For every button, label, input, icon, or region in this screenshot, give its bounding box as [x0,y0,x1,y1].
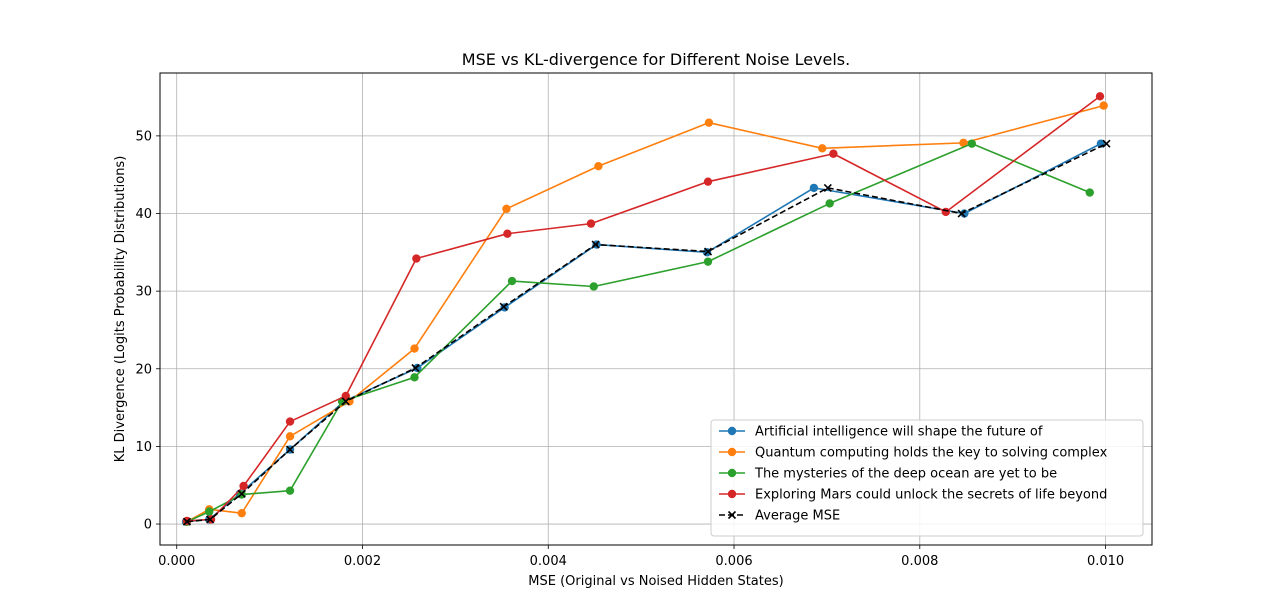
data-point [809,183,819,193]
x-tick-label: 0.010 [1087,554,1124,569]
axis-ticks: 0.000 0.002 0.004 0.006 0.008 0.010 0 10 20 30 40 5… [135,129,1124,569]
data-point [205,507,214,516]
legend-entry: Average MSE [719,509,840,524]
series-line [186,104,1104,523]
plot-frame [159,72,1153,546]
legend-label: Artificial intelligence will shape the f… [755,425,1043,440]
series-line [186,95,1101,522]
y-tick-label: 50 [135,129,152,144]
legend-label: Exploring Mars could unlock the secrets … [755,488,1107,503]
legend-marker [727,426,737,436]
legend-entry: Exploring Mars could unlock the secrets … [719,488,1107,503]
y-tick-label: 0 [144,518,152,533]
legend-label: Average MSE [755,509,840,524]
x-tick-label: 0.004 [530,554,567,569]
data-point [703,177,713,186]
data-point [1095,92,1105,101]
data-point [285,445,295,454]
chart-title: MSE vs KL-divergence for Different Noise… [462,50,850,69]
data-point [410,344,419,353]
legend-entry: The mysteries of the deep ocean are yet … [719,467,1057,482]
data-point [237,508,246,518]
data-point [507,276,517,286]
data-point [1099,101,1108,110]
data-point [502,204,511,214]
data-point [182,517,192,526]
data-point [704,118,714,127]
data-point [591,240,600,249]
data-point [957,209,966,218]
data-point [703,257,713,266]
data-point [941,207,950,217]
data-point [589,282,598,291]
x-tick-label: 0.002 [344,554,381,569]
legend: Artificial intelligence will shape the f… [710,419,1144,537]
data-point [1102,139,1111,148]
data-point [285,432,295,441]
series-layer [181,92,1111,526]
data-point [499,302,508,311]
data-point [823,183,832,192]
data-point [1085,188,1094,197]
data-point [239,481,248,491]
data-point [960,209,969,218]
data-point [341,391,350,401]
y-axis-label: KL Divergence (Logits Probability Distri… [113,156,128,463]
data-point [411,363,420,373]
legend-marker [727,447,737,457]
legend-marker [727,489,737,499]
y-tick-label: 30 [135,285,152,300]
data-point [959,138,968,148]
legend-box [710,419,1144,537]
data-point [285,486,295,495]
data-point [703,247,713,256]
data-point [237,489,246,498]
x-axis-label: MSE (Original vs Noised Hidden States) [528,574,783,589]
data-point [206,515,215,524]
data-point [825,199,834,208]
data-point [818,144,827,153]
y-tick-label: 40 [135,207,152,222]
series-4 [182,139,1111,526]
legend-entry: Quantum computing holds the key to solvi… [719,446,1108,461]
x-tick-label: 0.000 [158,554,195,569]
y-tick-label: 20 [135,362,152,377]
data-point [829,149,838,158]
y-tick-label: 10 [135,440,152,455]
x-tick-label: 0.008 [901,554,938,569]
data-point [967,139,977,148]
legend-marker [727,468,737,478]
x-tick-label: 0.006 [715,554,752,569]
data-point [503,229,512,238]
series-line [186,142,1107,523]
data-point [285,417,295,426]
data-point [341,397,350,406]
data-point [410,373,419,382]
legend-label: The mysteries of the deep ocean are yet … [754,467,1057,482]
legend-entry: Artificial intelligence will shape the f… [719,425,1043,440]
legend-label: Quantum computing holds the key to solvi… [755,446,1108,461]
legend-marker [727,510,737,520]
data-point [586,219,596,228]
data-point [594,161,603,171]
data-point [412,254,421,263]
